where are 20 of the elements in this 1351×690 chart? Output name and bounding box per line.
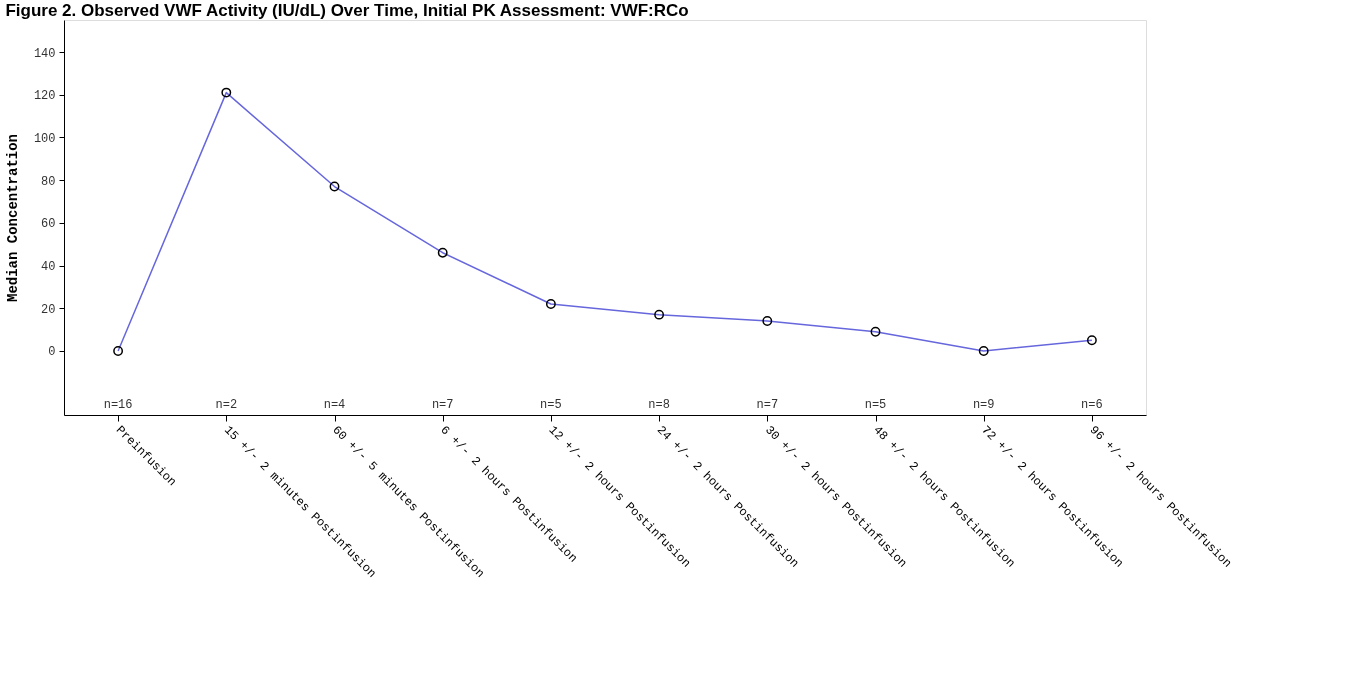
y-tick-label: 40 (41, 260, 56, 275)
y-tick-label: 60 (41, 217, 56, 232)
y-tick-label: 100 (33, 131, 56, 146)
annotation: n=5 (864, 398, 887, 412)
annotation: n=4 (323, 398, 346, 412)
annotation: n=5 (540, 398, 562, 412)
annotation: n=9 (972, 398, 995, 412)
y-axis-title: Median Concentration (4, 133, 21, 303)
annotation: n=2 (215, 398, 238, 412)
y-tick-label: 140 (33, 46, 56, 61)
annotation: n=7 (756, 398, 779, 412)
annotation: n=16 (103, 398, 133, 412)
y-tick-label: 20 (41, 302, 56, 317)
y-tick-label: 80 (41, 174, 56, 189)
y-tick-label: 0 (48, 345, 56, 360)
annotation: n=7 (431, 398, 454, 412)
y-tick-label: 120 (33, 89, 56, 104)
annotation: n=8 (648, 398, 670, 412)
chart-title: Figure 2. Observed VWF Activity (IU/dL) Over Time, Initial PK Assessment: VWF:RCo (5, 1, 689, 20)
annotation: n=6 (1081, 398, 1103, 412)
